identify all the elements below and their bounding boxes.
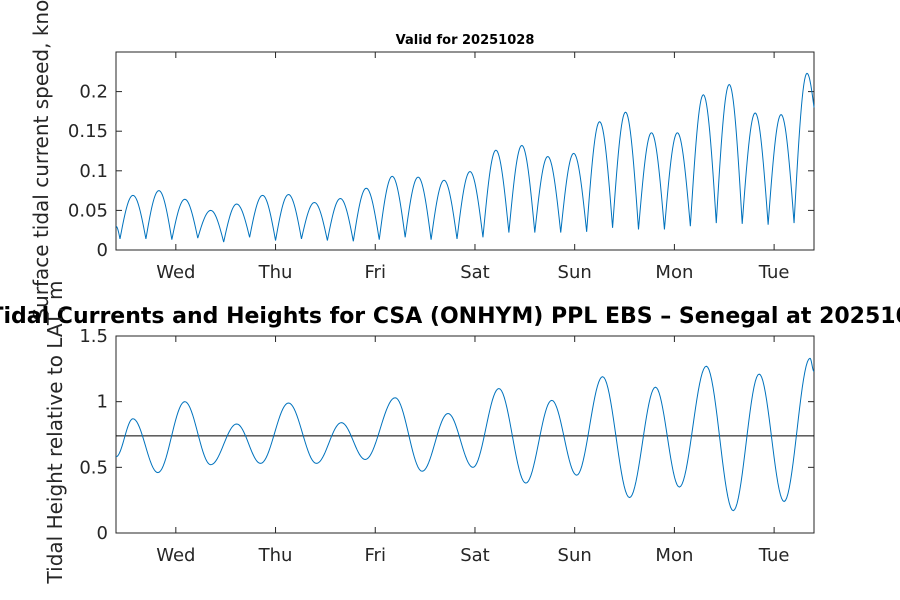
speed-x-tick-label: Sun	[558, 262, 592, 283]
speed-y-ticks: 0 0.05 0.1 0.15 0.2	[68, 82, 814, 261]
speed-x-ticks: Wed Thu Fri Sat Sun Mon Tue	[156, 52, 789, 283]
speed-axes-box	[115, 51, 815, 251]
height-x-tick-label: Tue	[758, 545, 790, 566]
speed-y-tick-label: 0	[97, 240, 108, 261]
speed-axes: 0 0.05 0.1 0.15 0.2 Wed Thu Fri Sat Sun Mon Tue Va…	[29, 0, 815, 321]
speed-chart-title: Valid for 20251028	[396, 33, 535, 48]
height-x-tick-label: Mon	[655, 545, 693, 566]
height-y-tick-label: 0	[97, 523, 108, 544]
speed-y-axis-label: Surface tidal current speed, knots	[29, 0, 53, 321]
speed-y-tick-label: 0.05	[68, 200, 108, 221]
height-axes: 0 0.5 1 1.5 Wed Thu Fri Sat Sun Mon Tue Tidal Cur…	[0, 281, 900, 585]
speed-y-tick-label: 0.2	[79, 82, 108, 103]
speed-x-tick-label: Tue	[758, 262, 790, 283]
speed-series-line	[115, 72, 815, 243]
height-y-ticks: 0 0.5 1 1.5	[79, 326, 814, 544]
speed-y-tick-label: 0.1	[79, 161, 108, 182]
height-x-tick-label: Fri	[365, 545, 386, 566]
speed-x-tick-label: Mon	[655, 262, 693, 283]
speed-x-tick-label: Sat	[460, 262, 490, 283]
height-y-tick-label: 0.5	[79, 457, 108, 478]
speed-x-tick-label: Thu	[258, 262, 293, 283]
height-x-ticks: Wed Thu Fri Sat Sun Mon Tue	[156, 336, 789, 566]
height-series-line	[115, 357, 815, 512]
height-y-axis-label: Tidal Height relative to LAT, m	[43, 281, 67, 585]
height-x-tick-label: Sun	[558, 545, 592, 566]
height-x-tick-label: Wed	[156, 545, 195, 566]
height-x-tick-label: Thu	[258, 545, 293, 566]
speed-x-tick-label: Wed	[156, 262, 195, 283]
height-chart-title: Tidal Currents and Heights for CSA (ONHY…	[0, 304, 900, 329]
height-y-tick-label: 1	[97, 392, 108, 413]
height-y-tick-label: 1.5	[79, 326, 108, 347]
height-x-tick-label: Sat	[460, 545, 490, 566]
height-axes-box	[115, 335, 815, 534]
speed-x-tick-label: Fri	[365, 262, 386, 283]
speed-y-tick-label: 0.15	[68, 121, 108, 142]
